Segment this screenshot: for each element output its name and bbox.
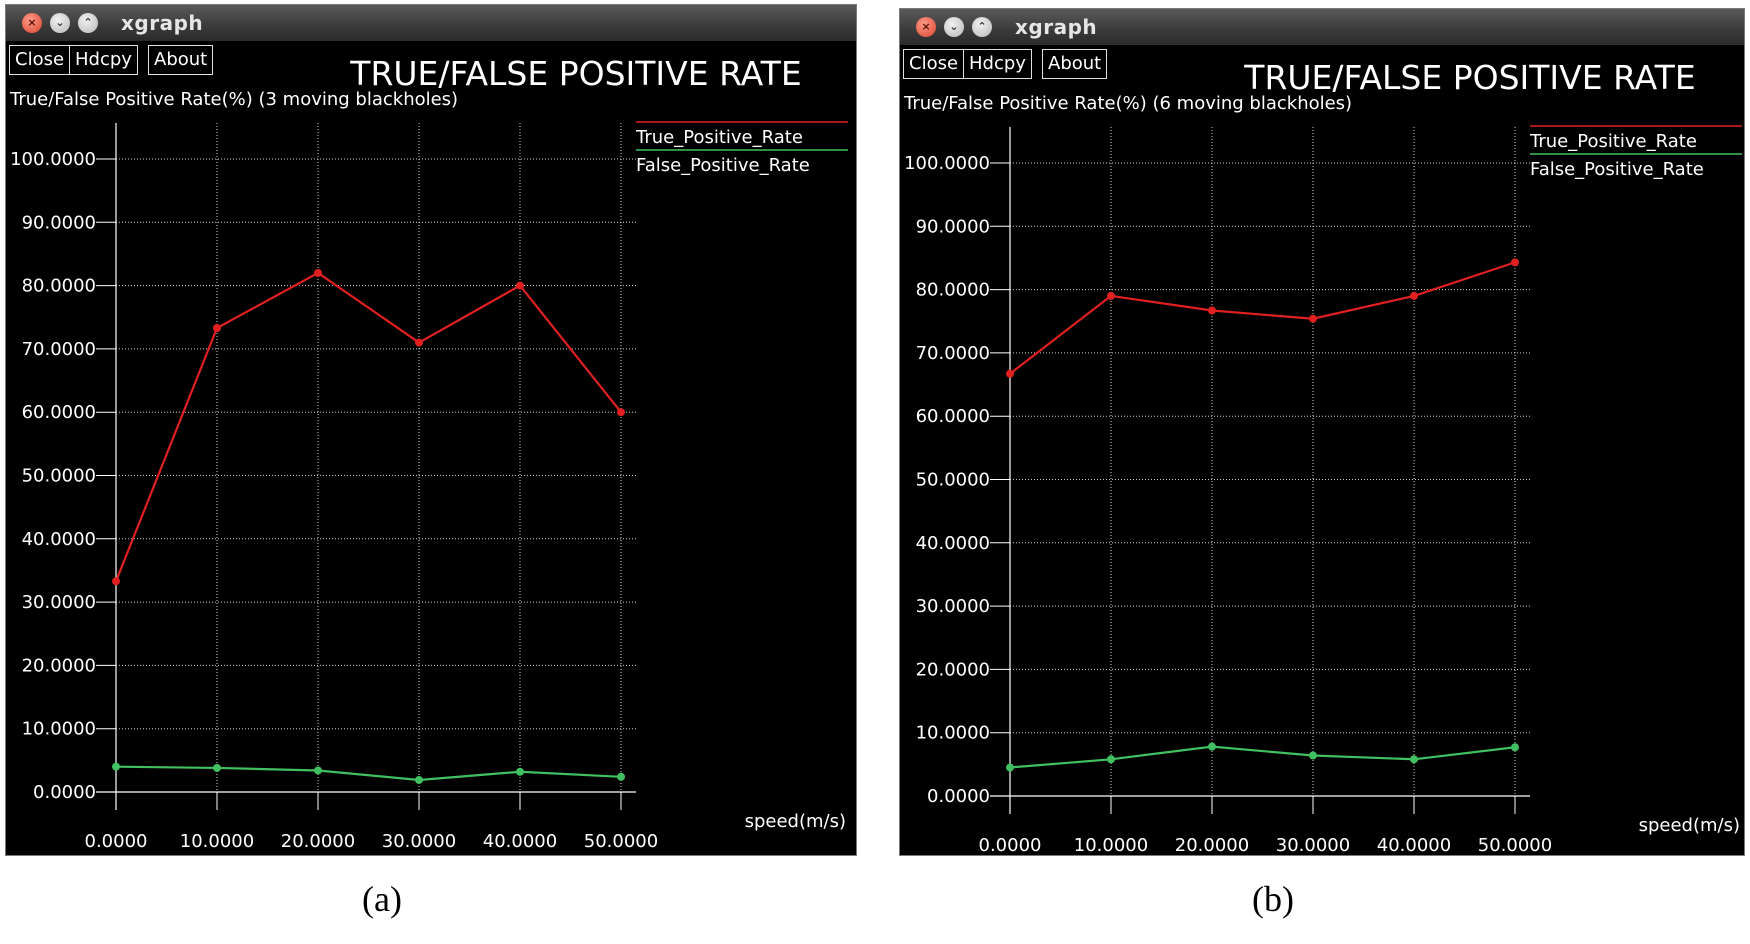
maximize-icon[interactable]: ⌃: [972, 17, 992, 37]
x-tick-label: 40.0000: [483, 831, 557, 852]
xgraph-window-b: × ⌄ ⌃ xgraph Close Hdcpy About TRUE/FALS…: [899, 8, 1745, 856]
y-tick-label: 100.0000: [904, 153, 990, 174]
data-point: [1006, 369, 1014, 378]
x-tick-label: 30.0000: [382, 831, 456, 852]
data-point: [1208, 306, 1216, 315]
y-tick-label: 0.0000: [33, 782, 96, 803]
y-tick-label: 40.0000: [916, 533, 990, 554]
y-tick-label: 20.0000: [916, 659, 990, 680]
y-tick-label: 80.0000: [22, 276, 96, 297]
title-bar[interactable]: × ⌄ ⌃ xgraph: [6, 5, 856, 41]
x-tick-label: 0.0000: [979, 835, 1042, 856]
y-tick-label: 70.0000: [916, 343, 990, 364]
x-axis-label: speed(m/s): [1639, 815, 1740, 836]
y-axis-label: True/False Positive Rate(%) (3 moving bl…: [9, 89, 458, 110]
data-point: [112, 762, 120, 771]
xgraph-window-a: × ⌄ ⌃ xgraph Close Hdcpy About TRUE/FALS…: [5, 4, 857, 856]
y-axis-label: True/False Positive Rate(%) (6 moving bl…: [903, 93, 1352, 114]
data-point: [415, 338, 423, 347]
data-point: [112, 577, 120, 586]
legend-label: False_Positive_Rate: [636, 155, 810, 176]
hdcpy-button[interactable]: Hdcpy: [69, 45, 138, 75]
data-point: [1410, 755, 1418, 764]
data-point: [1208, 742, 1216, 751]
minimize-icon[interactable]: ⌄: [50, 13, 70, 33]
legend-label: False_Positive_Rate: [1530, 159, 1704, 180]
x-tick-label: 20.0000: [281, 831, 355, 852]
close-window-icon[interactable]: ×: [916, 17, 936, 37]
y-tick-label: 60.0000: [22, 402, 96, 423]
y-tick-label: 80.0000: [916, 280, 990, 301]
y-tick-label: 10.0000: [22, 719, 96, 740]
close-window-icon[interactable]: ×: [22, 13, 42, 33]
minimize-icon[interactable]: ⌄: [944, 17, 964, 37]
x-tick-label: 50.0000: [1478, 835, 1552, 856]
y-tick-label: 30.0000: [916, 596, 990, 617]
data-point: [213, 324, 221, 333]
x-tick-label: 40.0000: [1377, 835, 1451, 856]
x-tick-label: 0.0000: [85, 831, 148, 852]
legend-label: True_Positive_Rate: [635, 127, 803, 148]
data-point: [213, 763, 221, 772]
y-tick-label: 0.0000: [927, 786, 990, 807]
hdcpy-button[interactable]: Hdcpy: [963, 49, 1032, 79]
data-point: [1107, 755, 1115, 764]
title-bar[interactable]: × ⌄ ⌃ xgraph: [900, 9, 1744, 45]
x-tick-label: 10.0000: [1074, 835, 1148, 856]
figure-caption-b: (b): [1252, 879, 1294, 919]
data-point: [617, 408, 625, 417]
data-point: [1410, 291, 1418, 300]
data-point: [314, 766, 322, 775]
data-point: [314, 268, 322, 277]
maximize-icon[interactable]: ⌃: [78, 13, 98, 33]
series-line-true-positive-rate: [114, 271, 622, 582]
x-tick-label: 30.0000: [1276, 835, 1350, 856]
figure-caption-a: (a): [362, 879, 402, 919]
about-button[interactable]: About: [148, 45, 214, 75]
data-point: [1309, 314, 1317, 323]
data-point: [1107, 291, 1115, 300]
about-button[interactable]: About: [1042, 49, 1108, 79]
x-tick-label: 20.0000: [1175, 835, 1249, 856]
data-point: [1309, 751, 1317, 760]
data-point: [516, 281, 524, 290]
y-tick-label: 90.0000: [22, 212, 96, 233]
data-point: [415, 775, 423, 784]
app-title: xgraph: [1015, 15, 1098, 39]
y-tick-label: 50.0000: [22, 466, 96, 487]
data-point: [516, 767, 524, 776]
data-point: [1511, 258, 1519, 267]
y-tick-label: 90.0000: [916, 216, 990, 237]
x-tick-label: 50.0000: [584, 831, 658, 852]
y-tick-label: 50.0000: [916, 470, 990, 491]
app-title: xgraph: [121, 11, 204, 35]
y-tick-label: 60.0000: [916, 406, 990, 427]
series-line-false-positive-rate: [1009, 745, 1516, 769]
y-tick-label: 40.0000: [22, 529, 96, 550]
series-line-false-positive-rate: [115, 765, 622, 782]
y-tick-label: 30.0000: [22, 592, 96, 613]
chart-title: TRUE/FALSE POSITIVE RATE: [1243, 58, 1695, 97]
y-tick-label: 100.0000: [10, 149, 96, 170]
x-tick-label: 10.0000: [180, 831, 254, 852]
chart-title: TRUE/FALSE POSITIVE RATE: [349, 54, 801, 93]
series-line-true-positive-rate: [1009, 261, 1516, 375]
legend-label: True_Positive_Rate: [1529, 131, 1697, 152]
data-point: [617, 772, 625, 781]
y-tick-label: 20.0000: [22, 655, 96, 676]
data-point: [1511, 743, 1519, 752]
y-tick-label: 70.0000: [22, 339, 96, 360]
data-point: [1006, 763, 1014, 772]
x-axis-label: speed(m/s): [745, 811, 846, 832]
close-button[interactable]: Close: [9, 45, 71, 75]
y-tick-label: 10.0000: [916, 723, 990, 744]
